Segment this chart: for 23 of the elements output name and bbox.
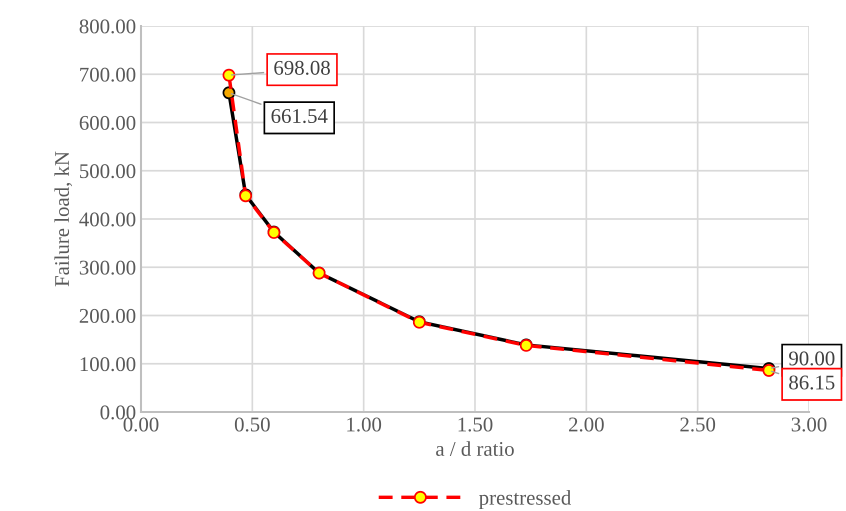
data-label: 661.54	[272, 109, 328, 124]
y-tick-label: 700.00	[80, 68, 136, 82]
y-tick-label: 500.00	[80, 164, 136, 178]
x-axis-title: a / d ratio	[436, 441, 514, 456]
y-axis-title: Failure load, kN	[54, 151, 72, 286]
x-tick-label: 2.50	[680, 417, 716, 432]
data-label: 698.08	[274, 60, 330, 75]
x-tick-label: 1.50	[458, 417, 492, 432]
y-tick-label: 400.00	[79, 212, 136, 227]
data-label: 90.00	[789, 351, 834, 366]
x-tick-label: 0.00	[124, 417, 158, 432]
x-tick-label: 0.50	[234, 417, 270, 432]
y-tick-label: 600.00	[80, 116, 136, 130]
legend-label: prestressed	[479, 490, 572, 510]
x-tick-label: 1.00	[347, 417, 382, 432]
y-tick-label: 800.00	[80, 19, 136, 34]
x-tick-label: 2.00	[569, 417, 604, 432]
y-tick-label: 200.00	[80, 308, 136, 324]
x-tick-label: 3.00	[792, 417, 826, 432]
y-tick-label: 100.00	[80, 357, 136, 372]
data-label: 86.15	[789, 375, 834, 390]
y-tick-label: 0.00	[100, 405, 136, 420]
y-tick-label: 300.00	[80, 260, 136, 275]
